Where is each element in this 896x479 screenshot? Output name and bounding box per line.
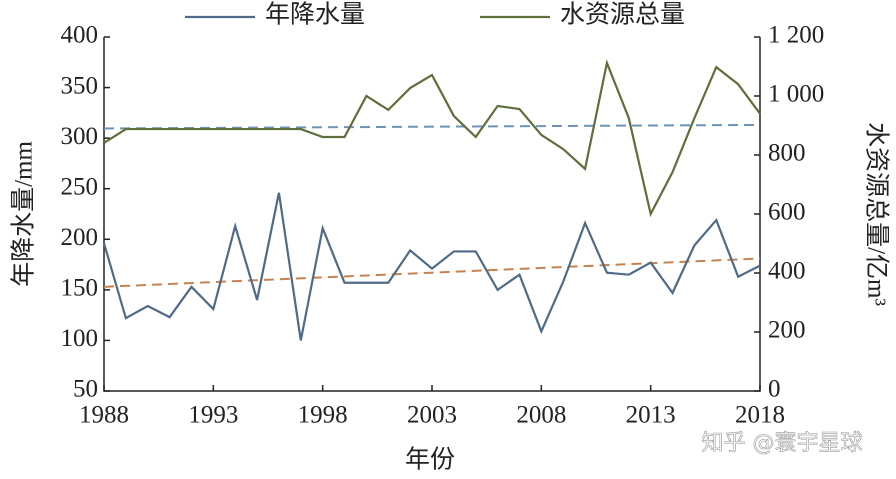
x-tick-label: 2003 (407, 402, 457, 429)
y-axis-label: 年降水量/mm (10, 141, 38, 287)
y-tick-label: 100 (61, 325, 99, 352)
y-tick-label: 200 (61, 224, 99, 251)
y-tick-label: 50 (73, 376, 98, 403)
axes (103, 37, 761, 392)
trend-line (103, 123, 761, 130)
y2-tick-label: 400 (768, 258, 806, 285)
y-tick-label: 150 (61, 275, 99, 302)
legend-label: 年降水量 (265, 1, 365, 29)
x-tick-label: 1998 (298, 402, 348, 429)
x-tick-label: 1988 (79, 402, 129, 429)
series-line (102, 192, 761, 341)
y-tick-label: 400 (61, 22, 99, 49)
x-tick-label: 1993 (188, 402, 238, 429)
series-line (103, 59, 761, 218)
y-tick-label: 350 (61, 72, 99, 99)
x-axis-label: 年份 (405, 446, 455, 474)
watermark: 知乎 @寰宇星球 (702, 431, 863, 456)
y2-tick-label: 1 000 (768, 81, 824, 108)
x-tick-label: 2018 (735, 402, 785, 429)
y2-axis-label: 水资源总量/亿m³ (862, 122, 890, 306)
y2-tick-label: 600 (768, 199, 806, 226)
y-tick-label: 250 (61, 173, 99, 200)
y2-tick-label: 800 (768, 140, 806, 167)
x-tick-label: 2008 (516, 402, 566, 429)
y2-tick-label: 1 200 (768, 22, 824, 49)
legend-label: 水资源总量 (560, 1, 685, 29)
y2-tick-label: 200 (768, 317, 806, 344)
x-tick-label: 2013 (626, 402, 676, 429)
y-tick-label: 300 (61, 123, 99, 150)
trend-line (103, 257, 761, 288)
y2-tick-label: 0 (768, 376, 781, 403)
